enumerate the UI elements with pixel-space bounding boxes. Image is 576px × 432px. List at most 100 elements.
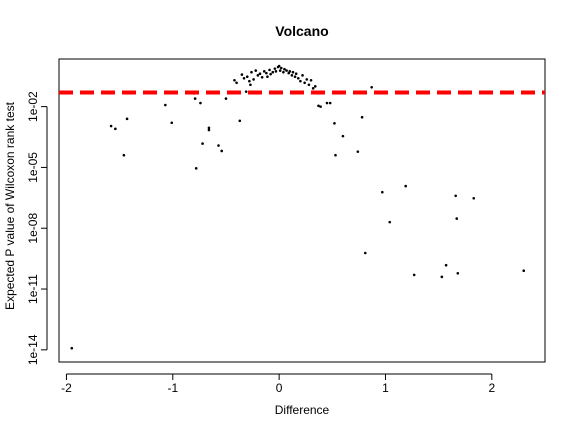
data-point <box>380 190 384 194</box>
data-point <box>224 97 228 100</box>
x-tick-label: -1 <box>167 381 178 395</box>
data-point <box>388 220 392 224</box>
data-point <box>301 74 304 77</box>
data-point <box>294 72 298 76</box>
data-point <box>456 271 460 275</box>
data-point <box>278 69 282 72</box>
data-point <box>282 70 285 74</box>
data-point <box>220 149 224 153</box>
data-point <box>266 75 269 78</box>
x-tick-label: -2 <box>61 381 72 395</box>
y-axis-label: Expected P value of Wilcoxon rank test <box>3 101 17 310</box>
data-point <box>313 85 317 88</box>
data-point <box>70 346 74 350</box>
data-point <box>454 194 457 198</box>
x-axis: -2 -1 0 1 2 <box>61 373 495 395</box>
x-tick-label: 2 <box>488 381 495 395</box>
data-point <box>235 81 238 85</box>
data-point <box>274 70 278 73</box>
data-point <box>164 103 167 107</box>
data-point <box>305 78 309 81</box>
data-point <box>309 78 313 82</box>
data-point <box>291 70 295 74</box>
data-point <box>268 68 271 72</box>
data-point <box>233 78 236 82</box>
data-point <box>370 85 373 89</box>
data-point <box>290 74 294 77</box>
data-point <box>114 127 117 131</box>
x-tick-label: 1 <box>382 381 389 395</box>
data-point <box>311 87 315 90</box>
data-point <box>252 78 255 81</box>
x-tick-label: 0 <box>276 381 283 395</box>
data-point <box>277 64 281 68</box>
chart-title: Volcano <box>275 23 328 39</box>
data-point <box>248 79 251 83</box>
data-point <box>325 101 329 105</box>
data-point <box>285 69 288 72</box>
data-point <box>293 75 297 78</box>
data-point <box>240 73 244 76</box>
data-point <box>193 97 197 100</box>
y-axis: 1e-02 1e-05 1e-08 1e-11 1e-14 <box>26 91 48 365</box>
data-point <box>341 134 345 138</box>
data-points <box>70 64 526 350</box>
data-point <box>260 75 264 79</box>
data-point <box>217 144 220 147</box>
plot-frame <box>58 58 546 363</box>
data-point <box>194 167 198 170</box>
data-point <box>455 217 459 220</box>
y-tick-label: 1e-08 <box>26 213 40 244</box>
y-tick-label: 1e-05 <box>26 152 40 183</box>
data-point <box>199 101 202 105</box>
data-point <box>256 74 260 77</box>
data-point <box>319 105 322 108</box>
data-point <box>254 69 258 72</box>
data-point <box>333 122 336 125</box>
data-point <box>201 142 204 145</box>
data-point <box>522 269 526 273</box>
data-point <box>273 67 277 70</box>
data-point <box>125 117 129 121</box>
data-point <box>288 70 292 73</box>
data-point <box>360 115 364 119</box>
data-point <box>444 263 448 267</box>
data-point <box>250 70 253 74</box>
data-point <box>440 275 444 279</box>
data-point <box>307 83 311 87</box>
data-point <box>258 72 262 76</box>
data-point <box>207 126 211 130</box>
data-point <box>283 67 286 71</box>
y-tick-label: 1e-02 <box>26 91 40 122</box>
data-point <box>271 70 275 74</box>
data-point <box>296 76 300 80</box>
x-axis-label: Difference <box>275 403 330 417</box>
data-point <box>317 104 320 108</box>
data-point <box>404 184 407 188</box>
data-point <box>244 90 248 93</box>
data-point <box>303 81 306 85</box>
data-point <box>412 273 416 277</box>
data-point <box>279 66 283 70</box>
data-point <box>363 251 367 255</box>
data-point <box>472 196 476 200</box>
data-point <box>328 101 332 105</box>
data-point <box>238 119 242 123</box>
data-point <box>334 153 337 157</box>
data-point <box>356 150 360 153</box>
data-point <box>262 70 266 73</box>
data-point <box>170 121 174 125</box>
data-point <box>269 72 272 76</box>
data-point <box>249 83 252 87</box>
data-point <box>207 128 211 132</box>
data-point <box>245 75 249 78</box>
data-point <box>109 124 113 128</box>
data-point <box>299 79 302 83</box>
y-tick-label: 1e-11 <box>26 274 40 304</box>
y-tick-label: 1e-14 <box>26 334 40 365</box>
data-point <box>122 153 126 157</box>
data-point <box>242 76 246 80</box>
data-point <box>265 71 268 75</box>
